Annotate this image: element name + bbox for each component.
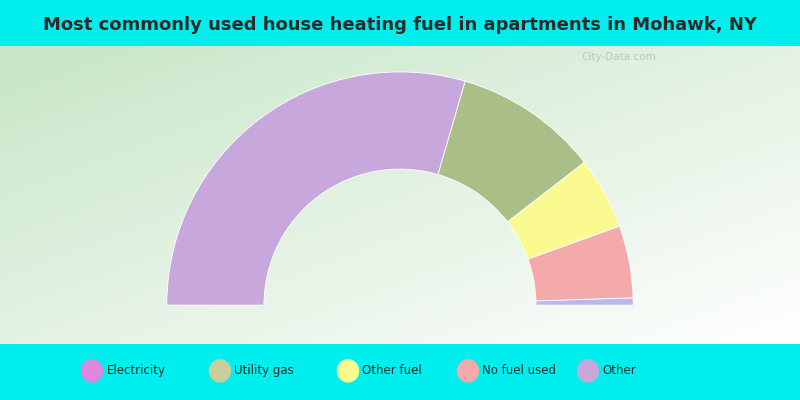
Ellipse shape	[337, 359, 359, 383]
Wedge shape	[507, 162, 619, 259]
Text: No fuel used: No fuel used	[482, 364, 557, 377]
Text: Other fuel: Other fuel	[362, 364, 422, 377]
Text: City-Data.com: City-Data.com	[581, 52, 656, 62]
Ellipse shape	[81, 359, 103, 383]
Text: Other: Other	[602, 364, 636, 377]
Ellipse shape	[457, 359, 479, 383]
Wedge shape	[536, 298, 634, 305]
Wedge shape	[438, 81, 584, 222]
Text: Most commonly used house heating fuel in apartments in Mohawk, NY: Most commonly used house heating fuel in…	[43, 16, 757, 34]
Text: Electricity: Electricity	[106, 364, 166, 377]
Ellipse shape	[577, 359, 599, 383]
Wedge shape	[528, 226, 633, 301]
Wedge shape	[166, 72, 465, 305]
Ellipse shape	[209, 359, 231, 383]
Text: Utility gas: Utility gas	[234, 364, 294, 377]
